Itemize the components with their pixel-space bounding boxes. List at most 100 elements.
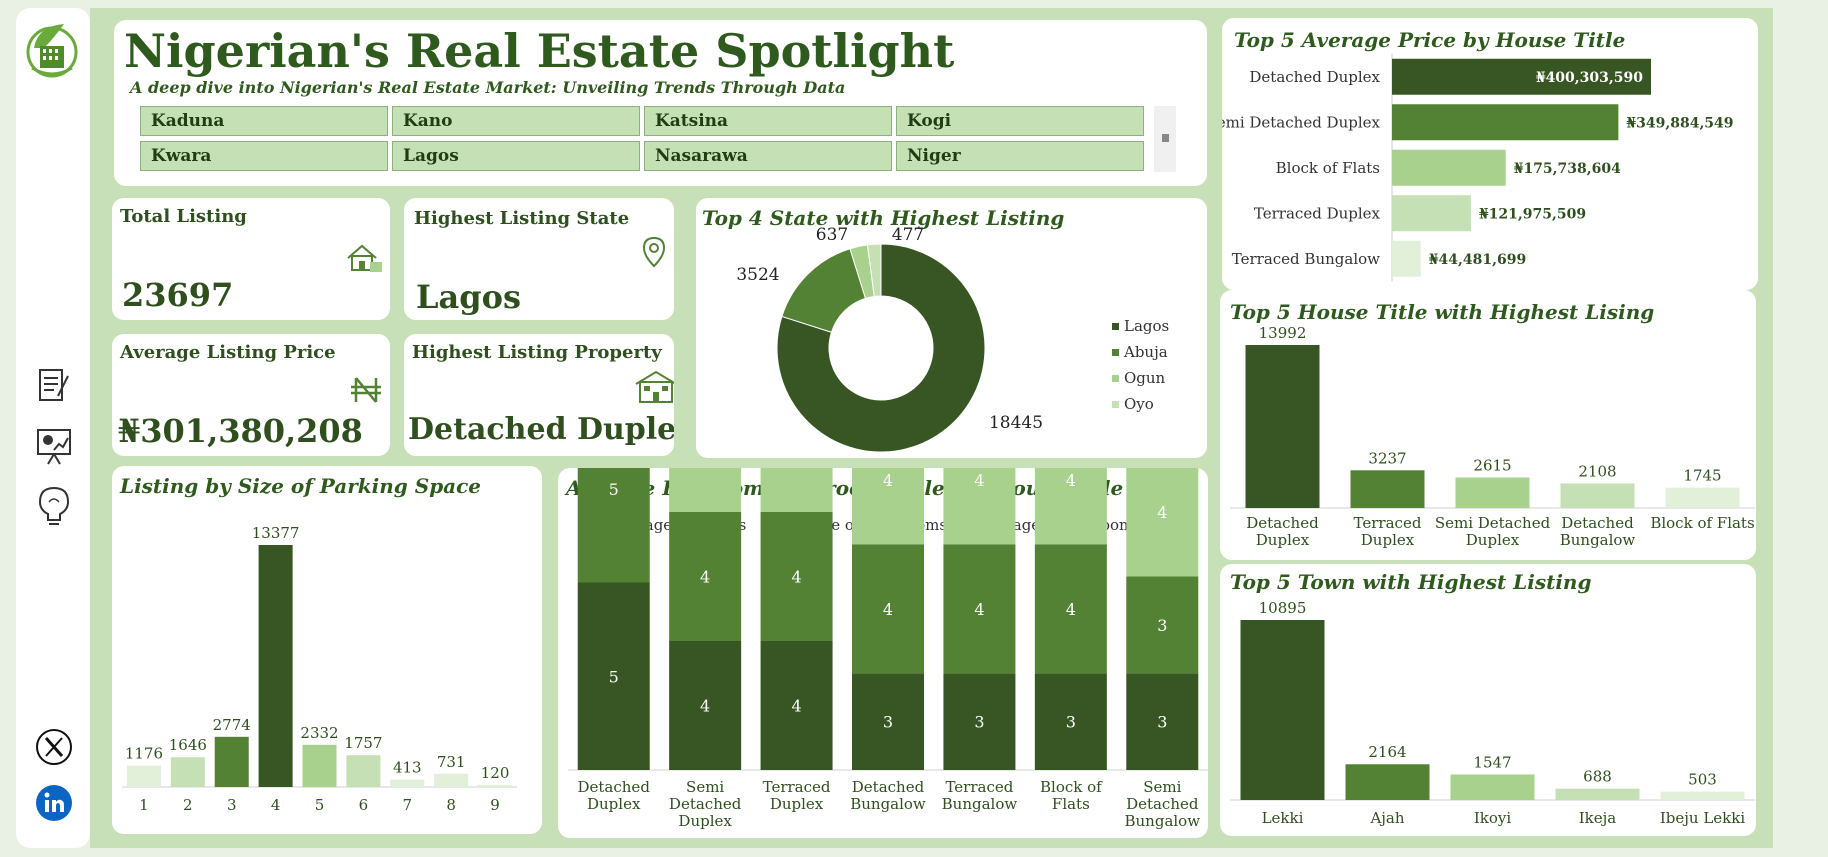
rooms-bar-segment — [852, 673, 924, 770]
housetitle-category-label: Duplex — [1361, 531, 1415, 549]
highest-state-card: Highest Listing State Lagos — [404, 198, 674, 320]
rooms-category-label: Terraced — [945, 778, 1013, 796]
parking-value-label: 731 — [437, 753, 466, 771]
rooms-bar-segment — [1126, 673, 1199, 770]
parking-value-label: 1757 — [344, 734, 382, 752]
parking-category-label: 2 — [183, 796, 193, 814]
parking-category-label: 9 — [490, 796, 500, 814]
slicer-item-kogi[interactable]: Kogi — [896, 106, 1144, 136]
donut-slice-oyo — [866, 243, 882, 297]
avgprice-bar — [1392, 149, 1506, 186]
rooms-bar-segment — [943, 468, 1016, 545]
parking-bar — [478, 784, 513, 787]
parking-bar — [346, 755, 381, 787]
avg-price-value: ₦301,380,208 — [118, 412, 363, 450]
slicer-item-katsina[interactable]: Katsina — [644, 106, 892, 136]
rooms-segment-label: 4 — [1066, 600, 1076, 619]
donut-chart: 18445 3524 637 477 Lagos Abuja Ogun Oyo — [736, 225, 1169, 453]
rooms-bar-segment — [760, 641, 833, 770]
rooms-bar-segment — [852, 468, 924, 545]
slicer-item-kaduna[interactable]: Kaduna — [140, 106, 388, 136]
slicer-item-kwara[interactable]: Kwara — [140, 141, 388, 171]
rooms-segment-label: 5 — [609, 480, 619, 499]
parking-value-label: 13377 — [252, 524, 300, 542]
rooms-category-label: Terraced — [763, 778, 831, 796]
avgprice-value-label: ₦349,884,549 — [1626, 115, 1733, 131]
legend-label-ogun: Ogun — [1124, 369, 1166, 387]
donut-value-label: 18445 — [989, 413, 1043, 433]
legend-label-lagos: Lagos — [1124, 317, 1169, 335]
slicer-scrollbar[interactable] — [1154, 106, 1176, 172]
avgprice-title: Top 5 Average Price by House Title — [1234, 28, 1626, 52]
town-category-label: Ajah — [1369, 809, 1404, 827]
house-icon — [344, 240, 384, 278]
avgprice-category-label: Detached Duplex — [1249, 68, 1380, 86]
parking-chart: 1176 1 1646 2 2774 3 13377 4 2332 5 1757 6 413 7 731 8 1… — [122, 524, 517, 814]
rooms-bar-segment — [1034, 544, 1107, 674]
legend-label-oyo: Oyo — [1124, 395, 1154, 413]
highest-state-label: Highest Listing State — [414, 208, 630, 229]
rooms-segment-label: 3 — [883, 713, 893, 732]
slicer-item-nasarawa[interactable]: Nasarawa — [644, 141, 892, 171]
housetitle-chart: 13992DetachedDuplex3237TerracedDuplex261… — [1230, 324, 1755, 549]
highest-property-value: Detached Duplex — [408, 412, 674, 447]
sidebar — [16, 8, 90, 848]
location-pin-icon — [642, 236, 666, 272]
page-subtitle: A deep dive into Nigerian's Real Estate … — [130, 78, 846, 97]
parking-bar — [434, 773, 469, 787]
avgprice-bar — [1392, 58, 1651, 95]
highest-state-value: Lagos — [416, 278, 521, 316]
total-listing-card: Total Listing 23697 — [112, 198, 390, 320]
parking-value-label: 1646 — [169, 736, 207, 754]
total-listing-value: 23697 — [122, 276, 234, 314]
housetitle-category-label: Block of Flats — [1650, 514, 1754, 532]
rooms-bar-segment — [1126, 468, 1199, 577]
housetitle-category-label: Detached — [1561, 514, 1634, 532]
housetitle-value-label: 13992 — [1259, 324, 1307, 342]
main-panel: Nigerian's Real Estate Spotlight A deep … — [90, 8, 1773, 848]
housetitle-value-label: 3237 — [1368, 449, 1406, 467]
rooms-segment-label: 4 — [974, 471, 984, 490]
parking-category-label: 3 — [227, 796, 237, 814]
rooms-bar-segment — [577, 582, 650, 770]
rooms-category-label: Detached — [578, 778, 651, 796]
avgprice-category-label: Block of Flats — [1276, 159, 1380, 177]
parking-value-label: 120 — [481, 764, 510, 782]
report-icon[interactable] — [36, 366, 72, 406]
rooms-bar-segment — [669, 512, 742, 641]
avg-price-label: Average Listing Price — [120, 342, 336, 363]
town-bar — [1240, 620, 1325, 800]
linkedin-icon[interactable] — [35, 784, 73, 822]
presentation-icon[interactable] — [34, 426, 74, 466]
slicer-item-niger[interactable]: Niger — [896, 141, 1144, 171]
avgprice-value-label: ₦400,303,590 — [1536, 70, 1643, 86]
x-twitter-icon[interactable] — [35, 728, 73, 766]
parking-category-label: 1 — [139, 796, 149, 814]
rooms-bar-segment — [1034, 673, 1107, 770]
town-card: Top 5 Town with Highest Listing 10895 Lek… — [1220, 564, 1756, 836]
parking-value-label: 1176 — [125, 745, 163, 763]
rooms-segment-label: 4 — [791, 697, 801, 716]
housetitle-category-label: Detached — [1246, 514, 1319, 532]
avgprice-value-label: ₦44,481,699 — [1429, 252, 1526, 268]
housetitle-value-label: 2108 — [1578, 462, 1616, 480]
slicer-item-lagos[interactable]: Lagos — [392, 141, 640, 171]
rooms-segment-label: 4 — [700, 697, 710, 716]
lightbulb-icon[interactable] — [36, 484, 72, 528]
rooms-segment-label: 3 — [1157, 616, 1167, 635]
housetitle-bar — [1455, 477, 1530, 508]
avgprice-value-label: ₦175,738,604 — [1514, 161, 1621, 177]
rooms-bar-segment — [1034, 468, 1107, 545]
rooms-category-label: Flats — [1052, 795, 1090, 813]
header-card: Nigerian's Real Estate Spotlight A deep … — [114, 20, 1207, 186]
parking-category-label: 5 — [315, 796, 325, 814]
parking-bar — [390, 779, 425, 787]
parking-bar — [214, 736, 249, 787]
rooms-segment-label: 3 — [974, 713, 984, 732]
parking-bar — [126, 765, 161, 787]
slicer-item-kano[interactable]: Kano — [392, 106, 640, 136]
town-bar — [1555, 788, 1640, 800]
avgprice-card: Top 5 Average Price by House Title Detac… — [1222, 18, 1758, 290]
rooms-bar-segment — [669, 641, 742, 770]
rooms-bar-segment — [943, 673, 1016, 770]
